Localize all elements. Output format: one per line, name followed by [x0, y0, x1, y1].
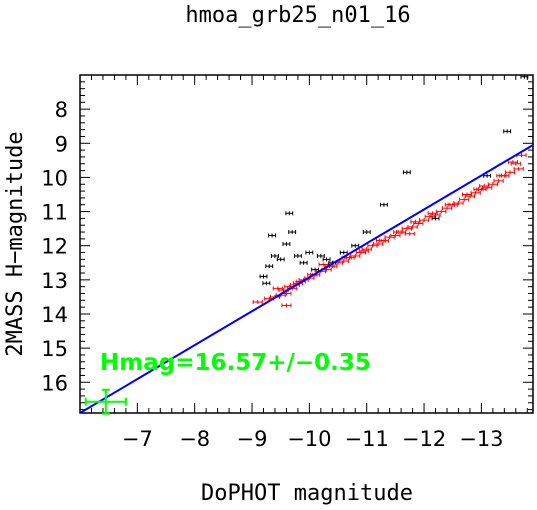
- y-tick-label: 13: [41, 269, 68, 293]
- rejected-point: [299, 260, 308, 265]
- y-tick-label: 9: [55, 132, 68, 156]
- accepted-point: [479, 183, 490, 188]
- accepted-point: [404, 231, 415, 236]
- accepted-point: [350, 253, 361, 258]
- x-tick-label: −10: [287, 427, 331, 451]
- accepted-point: [461, 192, 473, 197]
- y-tick-label: 15: [41, 337, 68, 361]
- accepted-point: [272, 286, 283, 291]
- y-tick-label: 12: [41, 235, 68, 259]
- rejected-points: [259, 74, 529, 286]
- x-tick-label: −13: [459, 427, 503, 451]
- rejected-point: [288, 230, 297, 235]
- rejected-point: [285, 211, 294, 216]
- accepted-point: [473, 187, 484, 192]
- accepted-point: [252, 300, 263, 305]
- rejected-point: [282, 241, 291, 247]
- accepted-point: [487, 182, 498, 187]
- accepted-point: [504, 170, 516, 175]
- accepted-point: [436, 209, 447, 214]
- accepted-point: [393, 230, 404, 235]
- rejected-point: [262, 281, 271, 286]
- accepted-point: [281, 303, 292, 308]
- y-tick-label: 8: [55, 98, 68, 122]
- accepted-point: [513, 166, 524, 171]
- x-tick-label: −7: [122, 427, 153, 451]
- rejected-point: [339, 250, 348, 255]
- accepted-point: [441, 206, 453, 211]
- y-tick-label: 11: [41, 201, 68, 225]
- plot-frame: [79, 74, 534, 414]
- accepted-point: [384, 235, 395, 240]
- x-axis-title: DoPHOT magnitude: [201, 481, 413, 506]
- accepted-point: [375, 238, 387, 243]
- x-tick-label: −8: [179, 427, 210, 451]
- rejected-point: [520, 74, 529, 79]
- rejected-point: [503, 129, 512, 134]
- chart-title: hmoa_grb25_n01_16: [185, 3, 410, 28]
- x-tick-label: −9: [237, 427, 268, 451]
- accepted-point: [493, 178, 504, 183]
- accepted-point: [496, 173, 507, 178]
- axis-tick-labels: −7 −8 −9 −10 −11 −12 −13 8 9 10 11 12 13 14 15 16: [41, 98, 503, 451]
- axis-ticks: [79, 74, 533, 413]
- result-marker: [84, 388, 127, 415]
- rejected-point: [322, 257, 331, 262]
- x-tick-label: −11: [345, 427, 389, 451]
- fit-line: [79, 144, 534, 414]
- accepted-point: [390, 233, 401, 238]
- hmag-annotation: Hmag=16.57+/−0.35: [100, 350, 371, 376]
- rejected-point: [293, 253, 302, 258]
- accepted-point: [427, 211, 438, 216]
- result-point: [84, 388, 127, 415]
- rejected-point: [351, 243, 360, 248]
- y-axis-title: 2MASS H−magnitude: [3, 131, 28, 356]
- accepted-point: [373, 241, 384, 247]
- accepted-point: [418, 218, 430, 223]
- y-tick-label: 10: [41, 166, 68, 190]
- rejected-point: [271, 253, 279, 258]
- rejected-point: [265, 264, 274, 269]
- rejected-point: [276, 257, 285, 262]
- accepted-point: [407, 224, 418, 229]
- y-tick-label: 16: [41, 371, 68, 395]
- rejected-point: [402, 170, 411, 175]
- accepted-point: [459, 197, 470, 202]
- accepted-point: [470, 190, 481, 195]
- rejected-point: [379, 202, 388, 207]
- rejected-point: [259, 274, 268, 279]
- rejected-point: [305, 250, 314, 255]
- y-tick-label: 14: [41, 303, 68, 327]
- rejected-point: [431, 216, 440, 221]
- accepted-point: [444, 202, 455, 207]
- rejected-point: [316, 253, 325, 258]
- accepted-point: [358, 248, 369, 253]
- rejected-point: [362, 230, 371, 235]
- accepted-point: [410, 219, 421, 224]
- rejected-point: [268, 233, 277, 238]
- x-tick-label: −12: [402, 427, 446, 451]
